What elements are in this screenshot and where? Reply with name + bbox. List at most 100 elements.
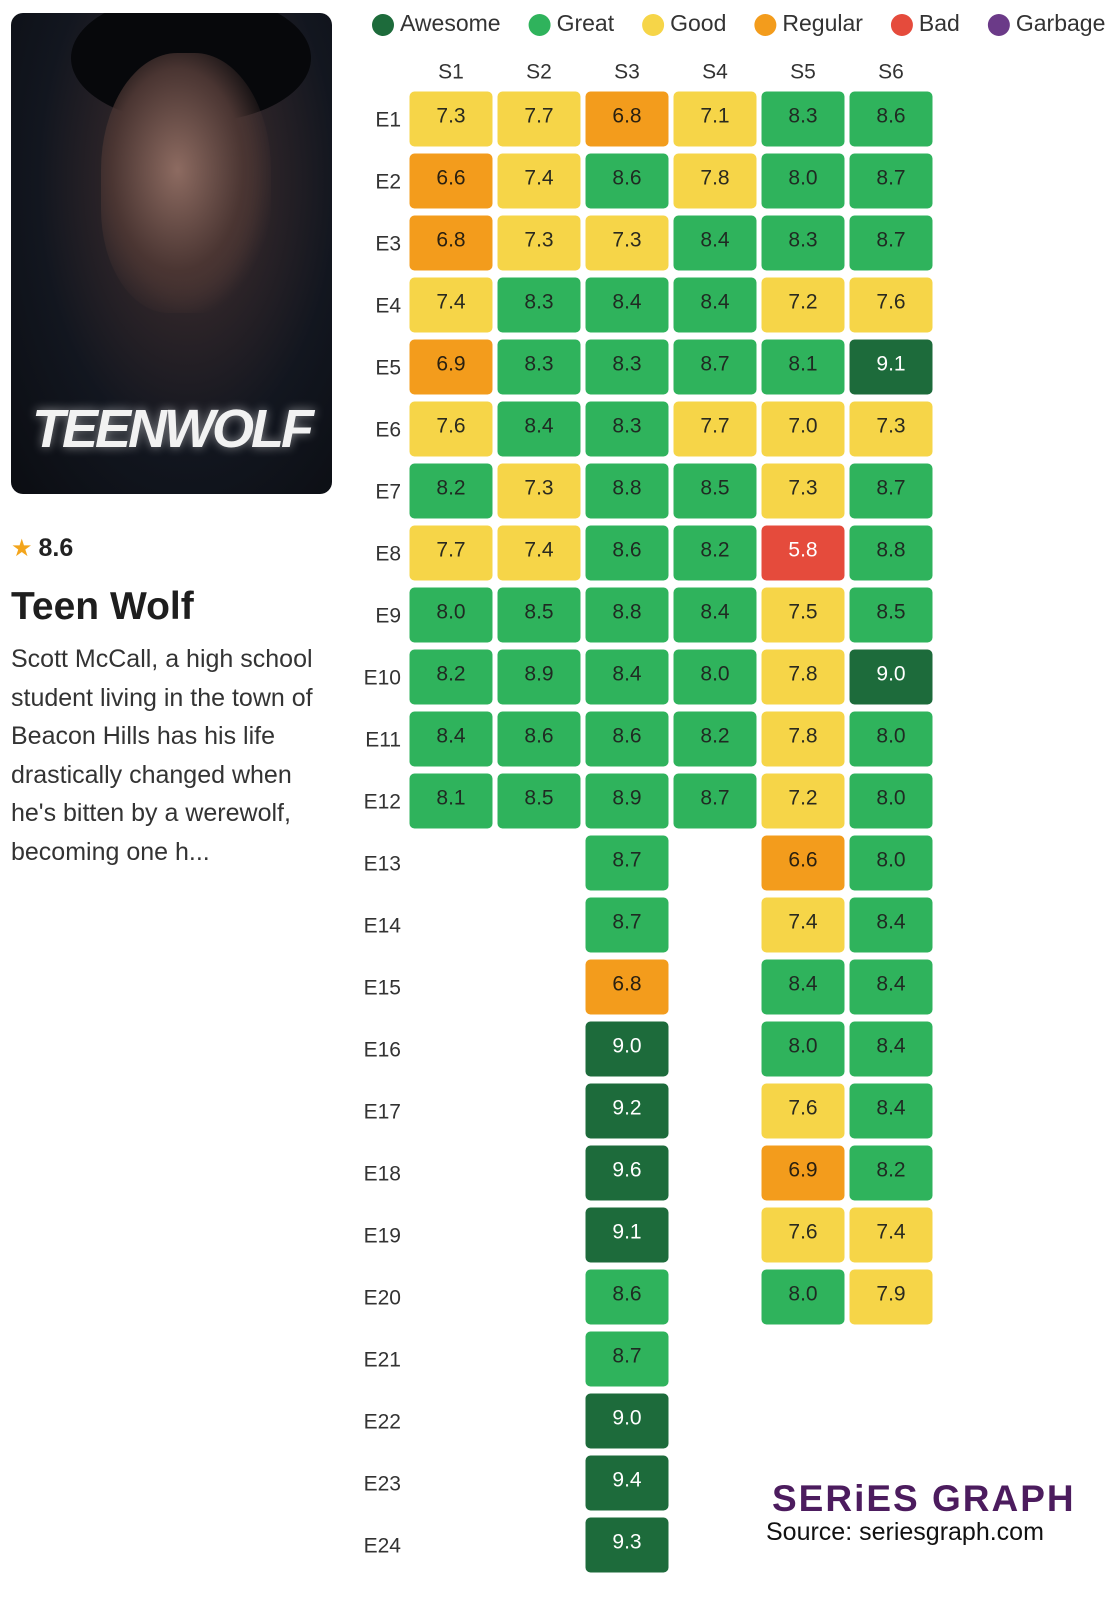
cell-label: 8.7 [612, 849, 641, 872]
y-tick-label: E14 [364, 915, 402, 938]
heatmap-cell [585, 1145, 669, 1201]
heatmap-cell [849, 215, 933, 271]
heatmap-cell [585, 1021, 669, 1077]
cell-label: 9.1 [612, 1221, 641, 1244]
heatmap-cell [761, 463, 845, 519]
heatmap-cell [409, 401, 493, 457]
cell-label: 5.8 [788, 539, 817, 562]
cell-label: 8.8 [876, 539, 905, 562]
cell-label: 6.8 [612, 973, 641, 996]
heatmap-cell [849, 1269, 933, 1325]
cell-label: 8.6 [876, 105, 905, 128]
cell-label: 8.4 [876, 911, 906, 934]
cell-label: 8.0 [876, 849, 905, 872]
y-tick-label: E2 [375, 171, 401, 194]
rating: ★ 8.6 [11, 534, 73, 563]
y-tick-label: E19 [364, 1225, 401, 1248]
heatmap-cell [761, 153, 845, 209]
cell-label: 7.4 [524, 167, 554, 190]
heatmap-cell [585, 401, 669, 457]
cell-label: 8.3 [788, 105, 817, 128]
cell-label: 9.0 [876, 663, 905, 686]
heatmap-cell [761, 649, 845, 705]
cell-label: 7.7 [700, 415, 729, 438]
heatmap-cell [585, 773, 669, 829]
cell-label: 6.9 [436, 353, 465, 376]
heatmap-cell [497, 649, 581, 705]
cell-label: 7.8 [700, 167, 729, 190]
heatmap-cell [585, 277, 669, 333]
heatmap-cell [761, 1083, 845, 1139]
heatmap-cell [849, 587, 933, 643]
heatmap-cell [585, 1393, 669, 1449]
cell-label: 7.6 [788, 1221, 817, 1244]
cell-label: 7.4 [788, 911, 818, 934]
cell-label: 8.5 [524, 601, 553, 624]
cell-label: 9.0 [612, 1407, 641, 1430]
heatmap-cell [673, 277, 757, 333]
cell-label: 7.4 [436, 291, 466, 314]
heatmap-cell [849, 1207, 933, 1263]
cell-label: 7.8 [788, 663, 817, 686]
cell-label: 8.8 [612, 477, 641, 500]
legend-label: Bad [919, 10, 960, 36]
x-tick-label: S6 [878, 61, 904, 84]
cell-label: 7.7 [436, 539, 465, 562]
heatmap-cell [497, 215, 581, 271]
heatmap-cell [849, 153, 933, 209]
heatmap-cell [409, 153, 493, 209]
cell-label: 8.4 [700, 229, 730, 252]
legend-swatch [372, 14, 394, 36]
cell-label: 6.6 [436, 167, 465, 190]
cell-label: 8.4 [436, 725, 466, 748]
heatmap-cell [673, 463, 757, 519]
cell-label: 8.3 [612, 353, 641, 376]
heatmap-cell [673, 339, 757, 395]
heatmap-cell [761, 1145, 845, 1201]
heatmap-cell [673, 587, 757, 643]
heatmap-cell [673, 401, 757, 457]
legend-label: Awesome [400, 10, 501, 36]
cell-label: 7.2 [788, 787, 817, 810]
cell-label: 7.2 [788, 291, 817, 314]
cell-label: 7.6 [788, 1097, 817, 1120]
cell-label: 8.0 [700, 663, 729, 686]
heatmap-cell [409, 587, 493, 643]
heatmap-cell [673, 649, 757, 705]
cell-label: 7.9 [876, 1283, 905, 1306]
cell-label: 8.5 [524, 787, 553, 810]
x-tick-label: S5 [790, 61, 816, 84]
cell-label: 8.7 [612, 911, 641, 934]
heatmap-cell [761, 959, 845, 1015]
cell-label: 8.7 [876, 167, 905, 190]
heatmap-cell [849, 525, 933, 581]
poster-art [101, 53, 271, 313]
heatmap-cell [849, 649, 933, 705]
heatmap-cell [761, 711, 845, 767]
y-tick-label: E24 [364, 1535, 402, 1558]
y-tick-label: E13 [364, 853, 401, 876]
y-tick-label: E23 [364, 1473, 401, 1496]
cell-label: 8.6 [524, 725, 553, 748]
legend-swatch [642, 14, 665, 36]
cell-label: 8.9 [612, 787, 641, 810]
cell-label: 8.0 [876, 725, 905, 748]
y-tick-label: E20 [364, 1287, 401, 1310]
cell-label: 8.4 [876, 1035, 906, 1058]
cell-label: 8.6 [612, 539, 641, 562]
cell-label: 8.6 [612, 167, 641, 190]
y-tick-label: E10 [364, 667, 401, 690]
legend-label: Regular [782, 10, 863, 36]
heatmap-cell [409, 773, 493, 829]
heatmap-cell [497, 463, 581, 519]
cell-label: 7.4 [876, 1221, 906, 1244]
cell-label: 8.0 [788, 1035, 817, 1058]
heatmap-cell [673, 773, 757, 829]
heatmap-cell [761, 401, 845, 457]
cell-label: 8.3 [612, 415, 641, 438]
cell-label: 8.0 [876, 787, 905, 810]
y-tick-label: E18 [364, 1163, 401, 1186]
y-tick-label: E7 [375, 481, 401, 504]
